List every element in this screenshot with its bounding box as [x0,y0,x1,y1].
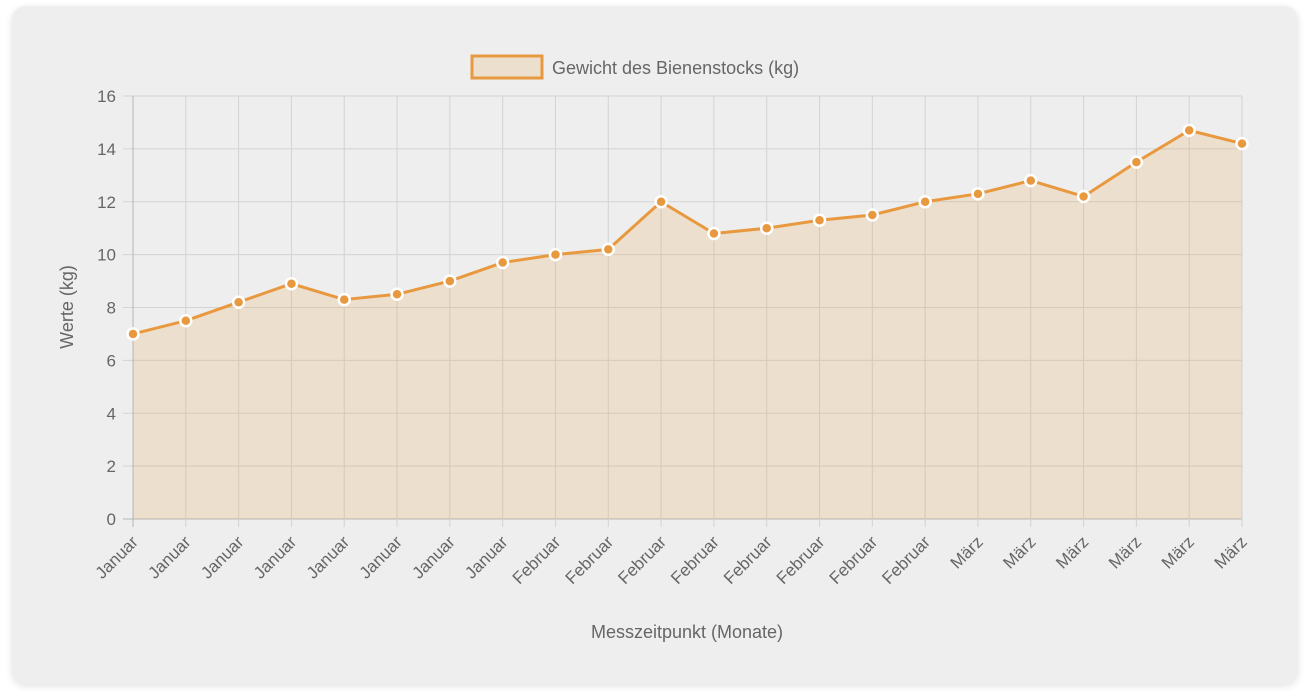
x-tick-label: Februar [614,532,670,588]
x-tick-label: März [1052,532,1092,572]
x-tick-label: März [1105,532,1145,572]
y-tick-label: 14 [97,140,116,159]
x-tick-label: Januar [197,532,247,582]
data-point[interactable] [390,287,404,302]
data-point[interactable] [1129,155,1144,169]
x-tick-label: Januar [250,532,300,582]
x-tick-label: Januar [408,532,458,582]
data-point[interactable] [231,295,246,309]
x-tick-label: Februar [826,532,882,588]
legend[interactable]: Gewicht des Bienenstocks (kg) [470,54,799,80]
x-tick-label: Februar [562,532,618,588]
x-tick-label: März [1211,532,1251,572]
y-tick-label: 12 [97,193,116,212]
x-tick-label: Januar [461,532,511,582]
x-axis-title: Messzeitpunkt (Monate) [591,622,783,642]
area-layer [133,130,1242,519]
data-point[interactable] [1024,173,1038,188]
data-point[interactable] [443,274,457,288]
series-area [133,130,1242,519]
x-tick-label: Februar [878,532,934,588]
series-layer [126,123,1249,341]
data-point[interactable] [548,247,563,262]
data-point[interactable] [495,255,510,270]
data-point[interactable] [179,313,193,328]
y-tick-label: 8 [107,299,116,318]
data-point[interactable] [971,187,985,201]
data-point[interactable] [759,221,774,235]
y-tick-label: 10 [97,246,116,265]
data-point[interactable] [1076,189,1091,204]
data-point[interactable] [284,276,299,291]
data-point[interactable] [1182,123,1196,138]
data-point[interactable] [337,292,351,307]
x-tick-label: Februar [773,532,829,588]
y-axis-title: Werte (kg) [57,265,77,349]
x-tick-label: März [1158,532,1198,572]
series-line [132,128,1243,336]
y-tick-label: 2 [107,457,116,476]
y-tick-label: 16 [97,87,116,106]
data-point[interactable] [918,195,932,209]
y-tick-label: 0 [107,510,116,529]
data-point[interactable] [1235,136,1249,151]
y-tick-label: 6 [107,351,116,370]
data-point[interactable] [601,242,616,257]
x-tick-label: März [999,532,1039,572]
data-point[interactable] [707,226,721,241]
data-point[interactable] [654,195,668,209]
x-tick-label: Februar [720,532,776,588]
grid-layer [123,95,1243,527]
legend-swatch[interactable] [470,54,544,80]
x-tick-label: Januar [144,532,194,582]
x-tick-label: Januar [356,532,406,582]
data-point[interactable] [812,213,827,228]
x-tick-label: März [947,532,987,572]
x-tick-label: Januar [303,532,353,582]
data-point[interactable] [865,208,880,222]
x-tick-label: Februar [667,532,723,588]
x-tick-label: Februar [509,532,565,588]
y-tick-label: 4 [107,404,116,423]
legend-label[interactable]: Gewicht des Bienenstocks (kg) [552,58,799,78]
x-tick-label: Januar [92,532,142,582]
data-point[interactable] [126,327,140,341]
